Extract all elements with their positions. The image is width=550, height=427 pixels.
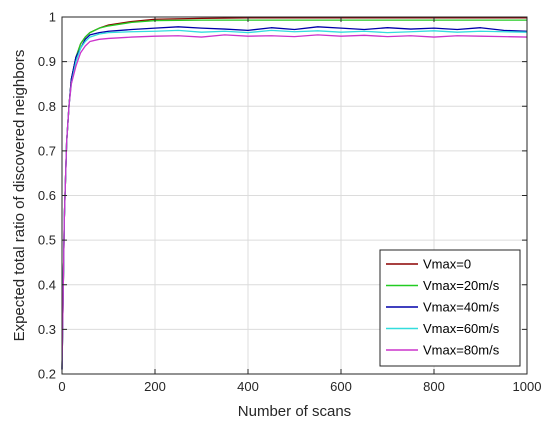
y-tick-label: 0.7 — [38, 143, 56, 158]
ticks — [61, 16, 528, 375]
y-tick-labels: 0.2 0.3 0.4 0.5 0.6 0.7 0.8 0.9 1 — [38, 10, 56, 382]
y-axis-label: Expected total ratio of discovered neigh… — [11, 50, 28, 342]
legend-label-2: Vmax=40m/s — [423, 300, 500, 315]
x-tick-label: 600 — [330, 379, 352, 394]
legend-box — [379, 249, 521, 367]
x-tick-label: 0 — [58, 379, 65, 394]
x-tick-label: 400 — [237, 379, 259, 394]
y-tick-label: 0.4 — [38, 277, 56, 292]
x-tick-label: 800 — [423, 379, 445, 394]
y-tick-label: 0.9 — [38, 54, 56, 69]
x-axis-label: Number of scans — [238, 403, 351, 420]
y-tick-label: 1 — [49, 10, 56, 25]
series-line-4 — [61, 34, 528, 370]
legend-entries: Vmax=0 Vmax=20m/s Vmax=40m/s Vmax=60m/s Vmax… — [386, 257, 500, 358]
legend-label-4: Vmax=80m/s — [423, 343, 500, 358]
x-tick-label: 1000 — [513, 379, 542, 394]
series-lines — [61, 17, 528, 370]
legend-label-1: Vmax=20m/s — [423, 278, 500, 293]
x-tick-label: 200 — [144, 379, 166, 394]
series-line-3 — [61, 29, 528, 370]
legend-label-3: Vmax=60m/s — [423, 321, 500, 336]
y-tick-label: 0.8 — [38, 99, 56, 114]
legend: Vmax=0 Vmax=20m/s Vmax=40m/s Vmax=60m/s Vmax… — [379, 249, 521, 367]
series-line-2 — [61, 26, 528, 370]
y-tick-label: 0.3 — [38, 322, 56, 337]
y-tick-label: 0.5 — [38, 233, 56, 248]
y-tick-label: 0.6 — [38, 188, 56, 203]
x-tick-labels: 0 200 400 600 800 1000 — [58, 379, 541, 394]
y-tick-label: 0.2 — [38, 367, 56, 382]
legend-label-0: Vmax=0 — [423, 257, 471, 272]
